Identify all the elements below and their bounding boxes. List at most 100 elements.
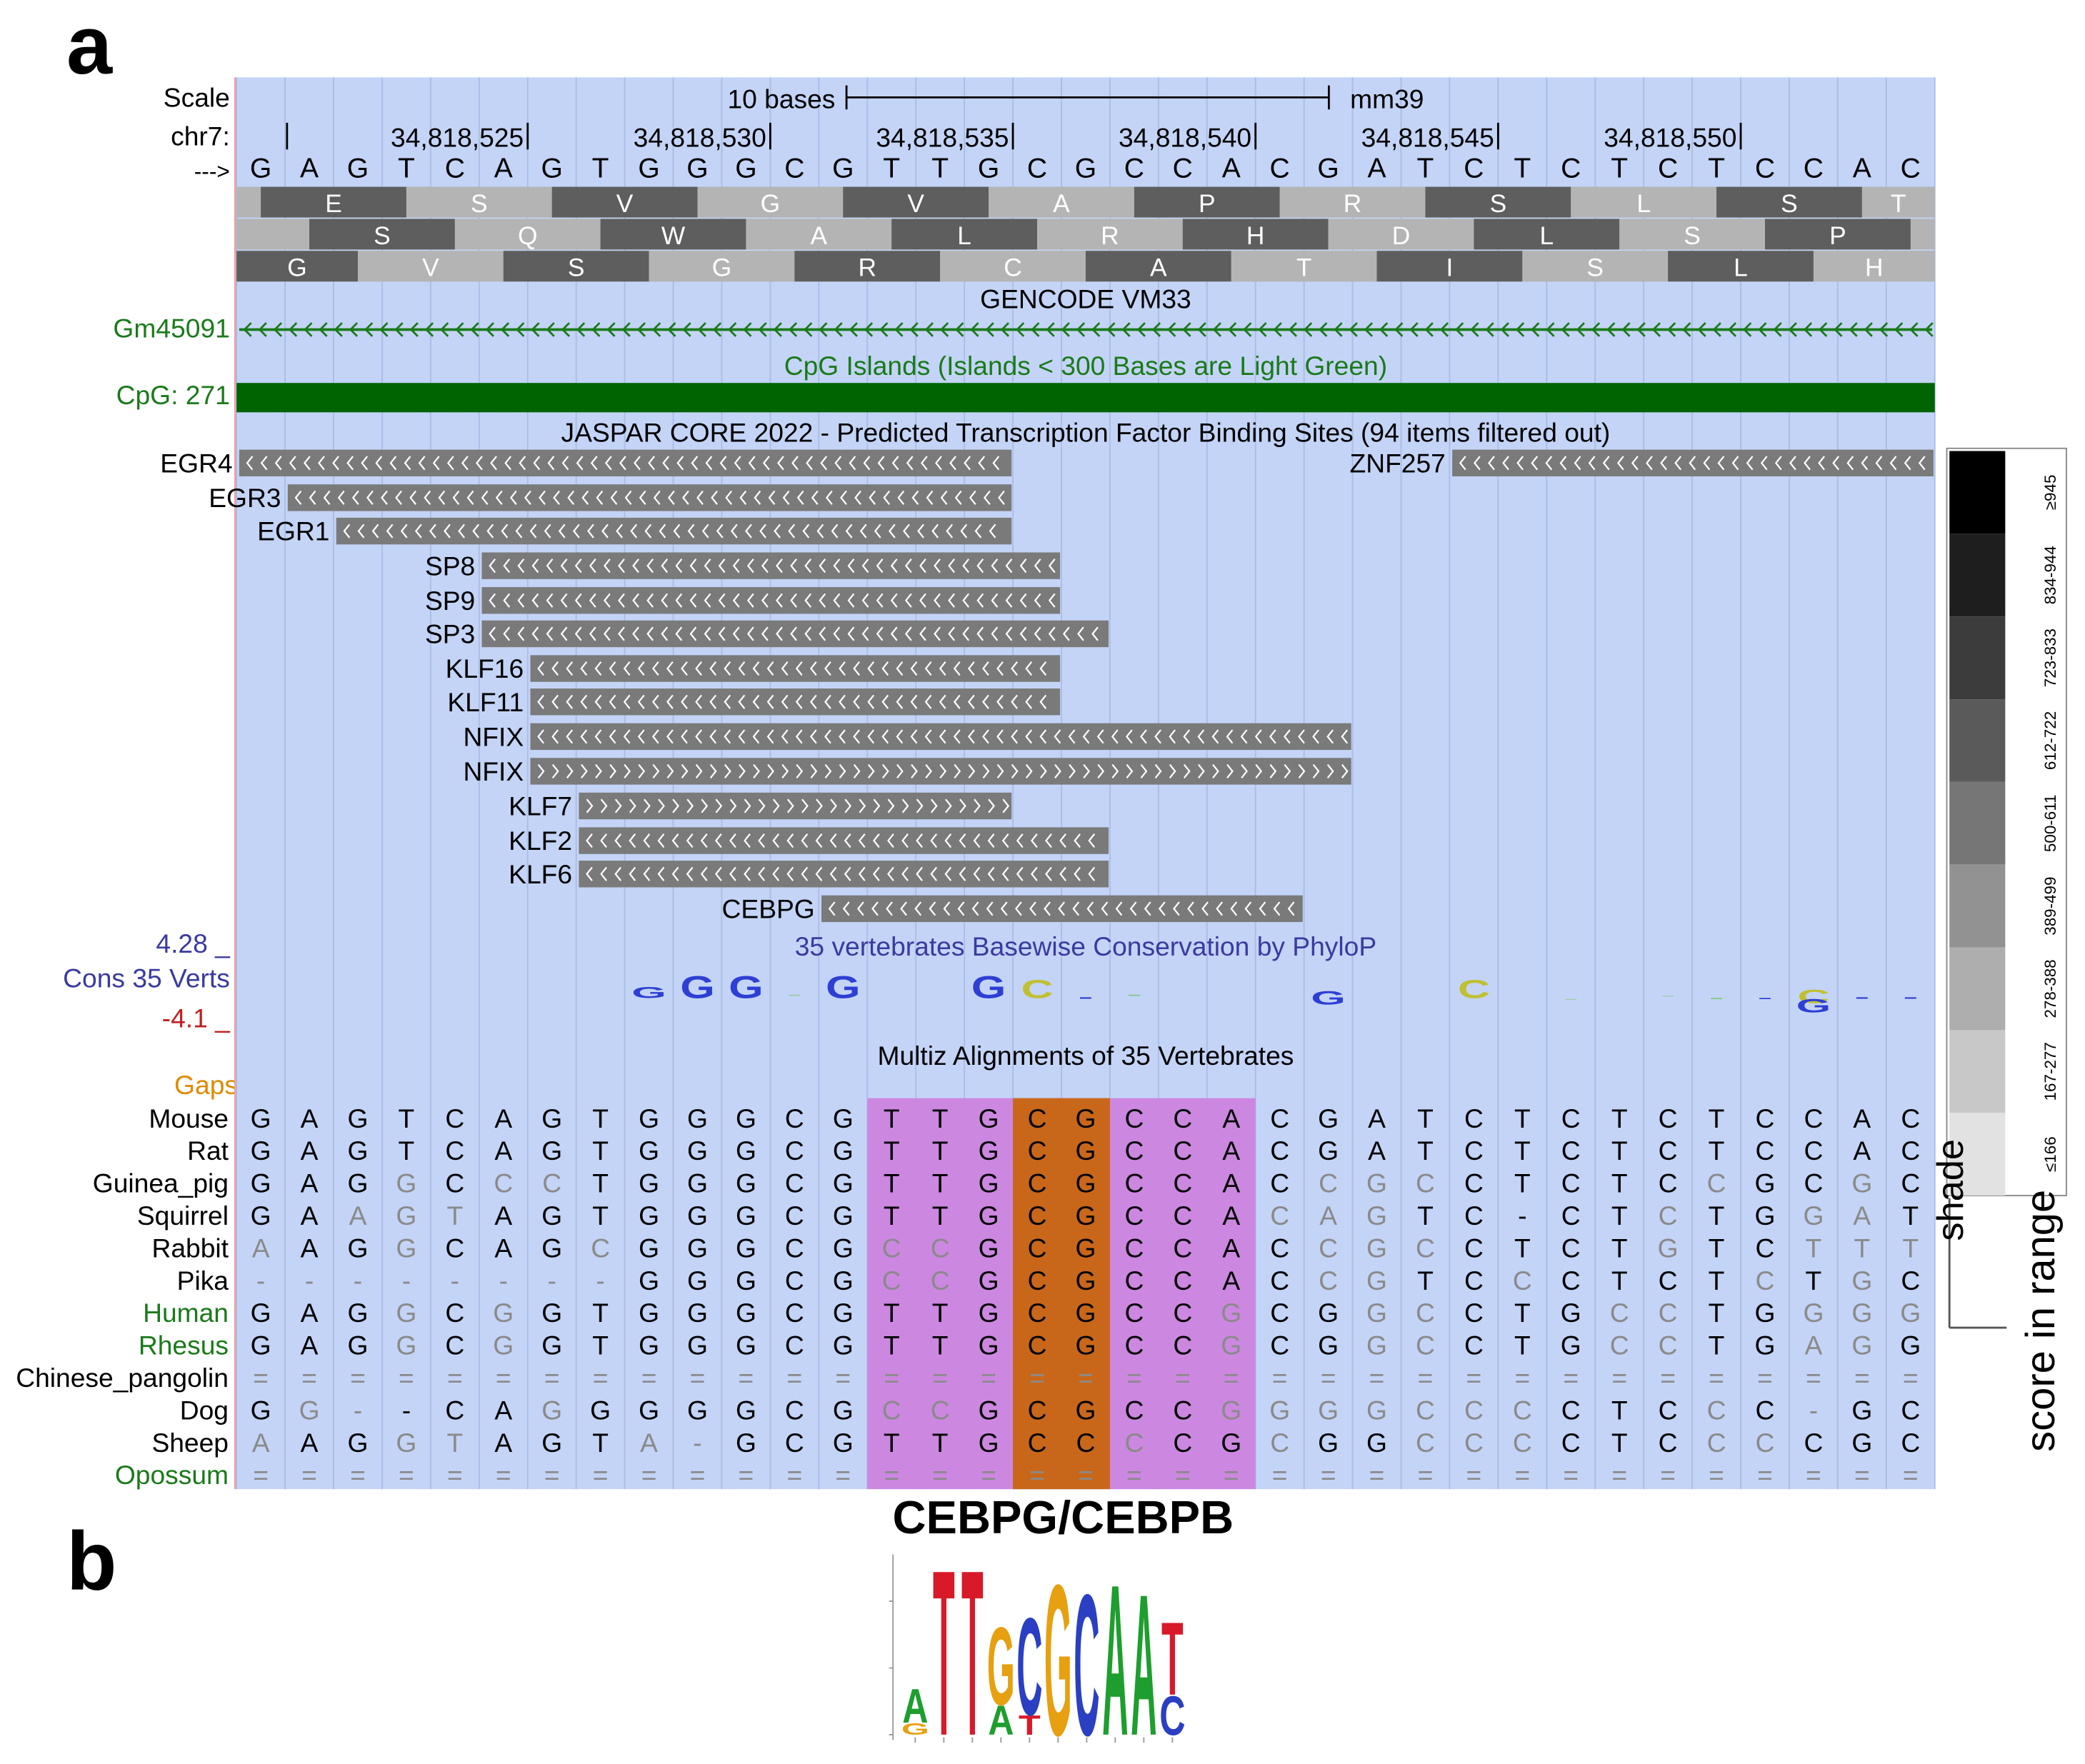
- aligned-base: C: [1416, 1168, 1435, 1198]
- strand-chevron: [1061, 322, 1070, 337]
- sequence-base: G: [1075, 153, 1096, 184]
- strand-chevron: [1576, 322, 1585, 337]
- legend-bin-label: 167-277: [2041, 1042, 2059, 1101]
- tfbs-chevron: [916, 798, 924, 813]
- tfbs-chevron: [601, 523, 609, 538]
- tfbs-chevron: [643, 866, 651, 881]
- aligned-base: =: [787, 1363, 803, 1393]
- aligned-base: G: [396, 1168, 416, 1198]
- tfbs-chevron: [940, 490, 948, 505]
- aligned-base: =: [1175, 1460, 1191, 1490]
- aligned-base: T: [1417, 1201, 1434, 1231]
- aligned-base: G: [348, 1103, 369, 1133]
- cons-logo-letter: -: [1709, 993, 1724, 1003]
- tfbs-chevron: [651, 661, 659, 676]
- tfbs-chevron: [371, 523, 379, 538]
- tfbs-chevron: [1096, 729, 1104, 744]
- amino-acid: I: [1446, 254, 1454, 282]
- tfbs-chevron: [709, 661, 717, 676]
- aligned-base: =: [641, 1460, 657, 1490]
- aligned-base: G: [396, 1233, 416, 1263]
- tfbs-chevron: [676, 456, 684, 471]
- tfbs-chevron: [776, 558, 783, 573]
- tfbs-chevron: [531, 558, 539, 573]
- tfbs-chevron: [544, 523, 551, 538]
- tfbs-chevron: [1298, 729, 1305, 744]
- species-label: Pika: [177, 1266, 229, 1296]
- tfbs-chevron: [1019, 593, 1027, 608]
- tfbs-chevron: [896, 763, 904, 778]
- cons-track-label[interactable]: Cons 35 Verts: [63, 964, 230, 994]
- tfbs-chevron: [847, 593, 855, 608]
- tfbs-chevron: [816, 523, 824, 538]
- tfbs-chevron: [705, 456, 713, 471]
- strand-chevron: [1849, 322, 1858, 337]
- scale-bar-label: 10 bases: [727, 84, 835, 114]
- tfbs-chevron: [586, 798, 594, 813]
- aligned-base: =: [1078, 1363, 1094, 1393]
- aligned-base: C: [1124, 1330, 1144, 1360]
- tfbs-chevron: [1703, 456, 1711, 471]
- strand-chevron: [1167, 322, 1176, 337]
- legend-bin-label: 500-611: [2041, 795, 2059, 853]
- panel-label-a: a: [66, 0, 113, 92]
- aligned-base: G: [833, 1233, 854, 1263]
- tfbs-chevron: [746, 593, 754, 608]
- tfbs-chevron: [246, 456, 254, 471]
- tfbs-chevron: [976, 626, 984, 641]
- tfbs-chevron: [1097, 763, 1105, 778]
- tfbs-chevron: [967, 661, 975, 676]
- tfbs-chevron: [481, 490, 489, 505]
- aligned-base: G: [736, 1428, 756, 1458]
- aligned-base: -: [693, 1428, 701, 1458]
- strand-chevron: [1151, 322, 1161, 337]
- tfbs-chevron: [566, 661, 574, 676]
- tfbs-chevron: [744, 833, 751, 848]
- tfbs-chevron: [910, 661, 918, 676]
- aligned-base: C: [1173, 1103, 1192, 1133]
- tfbs-chevron: [1818, 456, 1825, 471]
- cons-logo-letter: G: [826, 969, 861, 1005]
- strand-chevron: [939, 322, 949, 337]
- aligned-base: A: [1222, 1201, 1240, 1231]
- tfbs-chevron: [1144, 901, 1151, 916]
- aligned-base: C: [445, 1330, 464, 1360]
- tfbs-chevron: [531, 626, 539, 641]
- tfbs-chevron: [375, 456, 383, 471]
- aligned-base: G: [1318, 1428, 1339, 1458]
- aligned-base: C: [1124, 1395, 1144, 1425]
- tfbs-chevron: [609, 694, 616, 709]
- tfbs-chevron: [659, 523, 666, 538]
- tfbs-chevron: [1774, 456, 1782, 471]
- aligned-base: G: [1318, 1103, 1339, 1133]
- strand-chevron: [1349, 322, 1358, 337]
- aligned-base: C: [1464, 1201, 1484, 1231]
- aligned-base: G: [687, 1103, 708, 1133]
- aligned-base: A: [640, 1428, 658, 1458]
- cpg-label[interactable]: CpG: 271: [116, 381, 230, 411]
- aligned-base: C: [1561, 1266, 1581, 1296]
- tfbs-chevron: [386, 523, 394, 538]
- tfbs-chevron: [1140, 729, 1147, 744]
- strand-chevron: [424, 322, 434, 337]
- tfbs-chevron: [896, 729, 904, 744]
- aligned-base: G: [251, 1136, 271, 1166]
- tfbs-chevron: [1088, 866, 1096, 881]
- gene-label[interactable]: Gm45091: [113, 314, 230, 345]
- logo-letter: T: [1161, 1601, 1184, 1718]
- tfbs-chevron: [820, 456, 828, 471]
- aligned-base: G: [1318, 1395, 1339, 1425]
- tfbs-chevron: [681, 661, 688, 676]
- sequence-base: T: [931, 153, 949, 184]
- sequence-base: C: [1173, 153, 1193, 184]
- tfbs-chevron: [632, 626, 639, 641]
- sequence-base: G: [832, 153, 854, 184]
- tfbs-chevron: [1158, 901, 1166, 916]
- tfbs-chevron: [762, 456, 770, 471]
- species-label: Human: [143, 1298, 229, 1328]
- tfbs-chevron: [881, 729, 889, 744]
- strand-chevron: [970, 322, 979, 337]
- aligned-base: =: [1757, 1460, 1773, 1490]
- aligned-base: A: [252, 1428, 270, 1458]
- aligned-base: T: [1709, 1201, 1725, 1231]
